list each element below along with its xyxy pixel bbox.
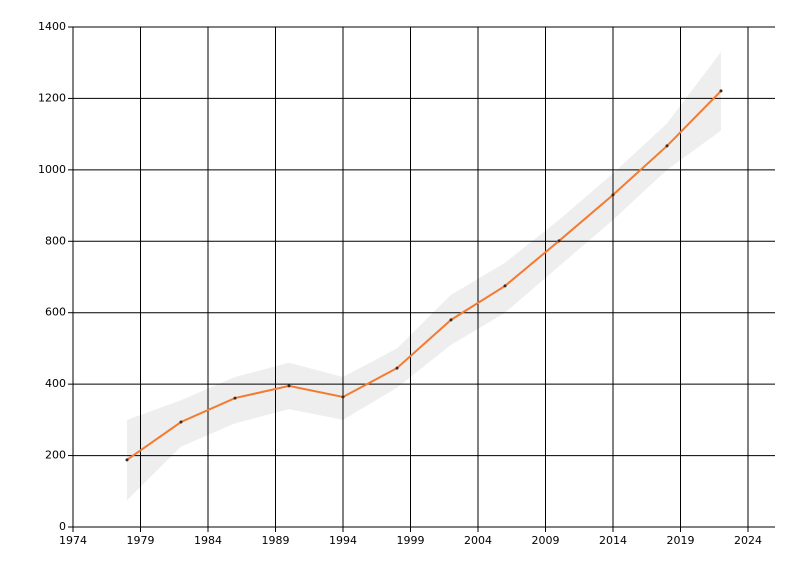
x-tick-label: 2024	[734, 534, 762, 547]
point	[233, 396, 237, 400]
x-tick-label: 2019	[667, 534, 695, 547]
x-tick-label: 1984	[194, 534, 222, 547]
point	[503, 284, 507, 288]
line	[126, 90, 722, 461]
y-tick-label: 1200	[38, 91, 66, 104]
point	[449, 318, 453, 322]
x-tick-label: 1979	[127, 534, 155, 547]
x-tick-label: 1989	[262, 534, 290, 547]
point	[341, 395, 345, 399]
y-tick-label: 800	[45, 234, 66, 247]
y-tick-label: 0	[59, 520, 66, 533]
point	[287, 384, 291, 388]
y-tick-label: 200	[45, 449, 66, 462]
x-tick-label: 2009	[532, 534, 560, 547]
point	[125, 458, 129, 462]
y-tick-label: 1000	[38, 163, 66, 176]
point	[179, 420, 183, 424]
y-tick-label: 1400	[38, 20, 66, 33]
y-tick-label: 600	[45, 306, 66, 319]
x-tick-label: 2014	[599, 534, 627, 547]
x-tick-label: 1974	[59, 534, 87, 547]
point	[611, 193, 615, 197]
x-tick-label: 2004	[464, 534, 492, 547]
point	[395, 366, 399, 370]
x-tick-label: 1994	[329, 534, 357, 547]
point	[557, 239, 561, 243]
point	[665, 144, 669, 148]
y-tick-label: 400	[45, 377, 66, 390]
x-tick-label: 1999	[397, 534, 425, 547]
confidence-band	[127, 52, 721, 501]
point	[719, 89, 723, 93]
